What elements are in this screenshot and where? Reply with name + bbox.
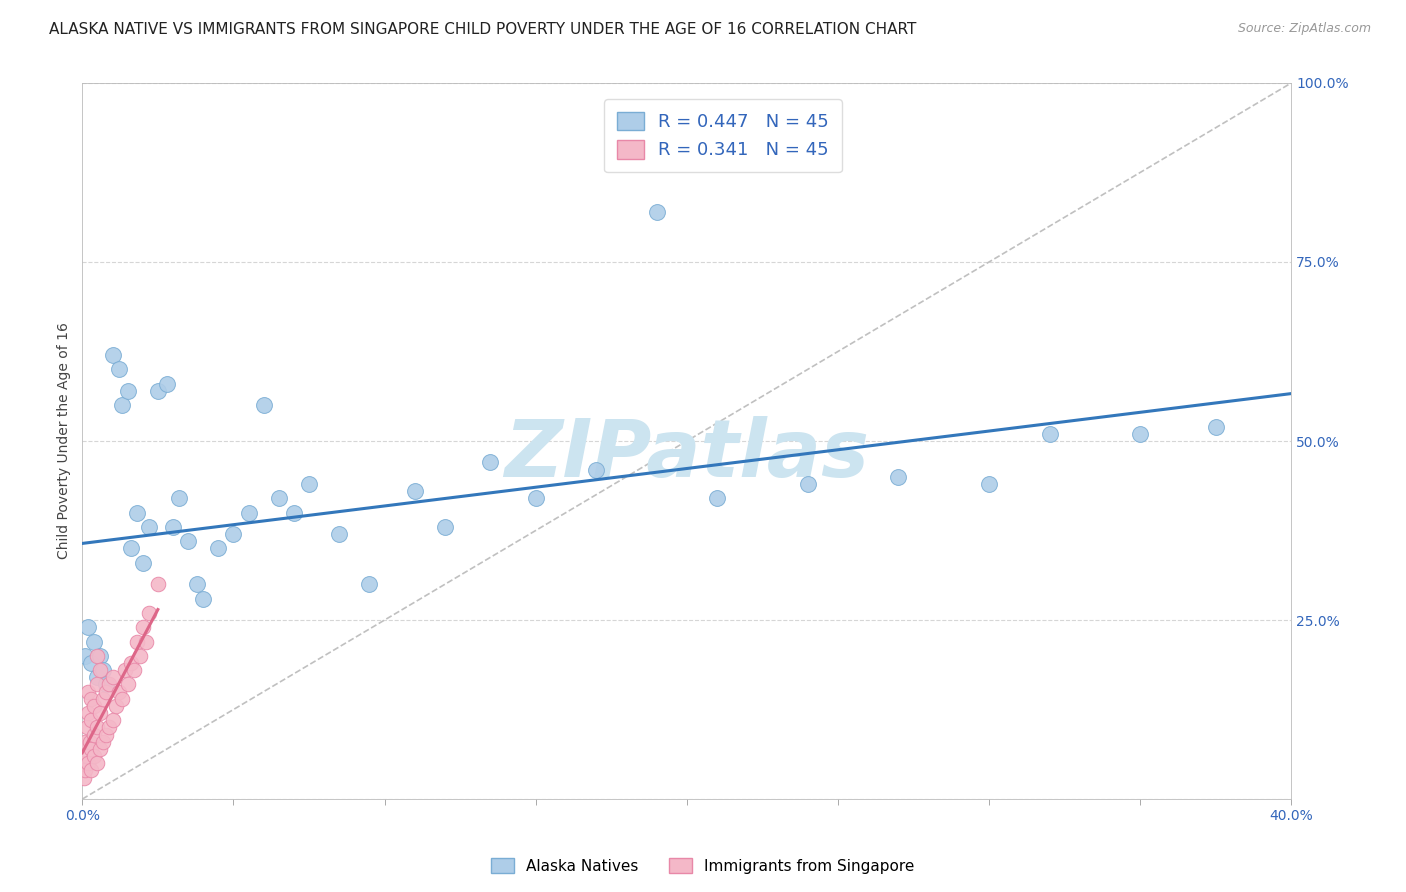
Point: [96, 677, 118, 691]
Text: ALASKA NATIVE VS IMMIGRANTS FROM SINGAPORE CHILD POVERTY UNDER THE AGE OF 16 COR: ALASKA NATIVE VS IMMIGRANTS FROM SINGAPO…: [49, 22, 917, 37]
Point: [125, 506, 148, 520]
Point: [89, 742, 111, 756]
Point: [267, 491, 290, 506]
Point: [86, 677, 108, 691]
Point: [114, 663, 136, 677]
Point: [80, 742, 103, 756]
Text: ZIPatlas: ZIPatlas: [505, 417, 869, 494]
Point: [86, 756, 108, 771]
Point: [89, 663, 111, 677]
Point: [298, 477, 321, 491]
Point: [146, 384, 169, 398]
Legend: R = 0.447   N = 45, R = 0.341   N = 45: R = 0.447 N = 45, R = 0.341 N = 45: [605, 99, 842, 172]
Point: [93, 663, 115, 677]
Point: [1038, 426, 1060, 441]
Point: [80, 656, 103, 670]
Point: [86, 648, 108, 663]
Y-axis label: Child Poverty Under the Age of 16: Child Poverty Under the Age of 16: [58, 323, 72, 559]
Point: [117, 677, 139, 691]
Point: [128, 648, 150, 663]
Point: [89, 706, 111, 720]
Point: [328, 527, 350, 541]
Point: [207, 541, 229, 556]
Point: [110, 691, 132, 706]
Point: [77, 706, 100, 720]
Point: [120, 541, 142, 556]
Point: [146, 577, 169, 591]
Point: [125, 634, 148, 648]
Point: [83, 634, 105, 648]
Point: [96, 684, 118, 698]
Point: [138, 606, 160, 620]
Point: [434, 520, 457, 534]
Legend: Alaska Natives, Immigrants from Singapore: Alaska Natives, Immigrants from Singapor…: [485, 852, 921, 880]
Point: [796, 477, 818, 491]
Point: [101, 348, 124, 362]
Point: [77, 684, 100, 698]
Point: [222, 527, 245, 541]
Point: [93, 691, 115, 706]
Point: [479, 455, 502, 469]
Point: [73, 771, 96, 785]
Point: [283, 506, 305, 520]
Point: [104, 698, 127, 713]
Point: [122, 663, 145, 677]
Point: [359, 577, 381, 591]
Point: [89, 648, 111, 663]
Point: [93, 735, 115, 749]
Point: [132, 620, 155, 634]
Point: [120, 656, 142, 670]
Point: [887, 470, 910, 484]
Point: [101, 713, 124, 727]
Point: [80, 764, 103, 778]
Point: [80, 713, 103, 727]
Point: [156, 376, 179, 391]
Point: [73, 756, 96, 771]
Point: [585, 463, 607, 477]
Point: [138, 520, 160, 534]
Point: [86, 670, 108, 684]
Point: [75, 648, 97, 663]
Point: [645, 204, 668, 219]
Point: [404, 484, 426, 499]
Point: [83, 698, 105, 713]
Point: [186, 577, 208, 591]
Point: [167, 491, 190, 506]
Point: [83, 728, 105, 742]
Point: [77, 620, 100, 634]
Point: [107, 362, 129, 376]
Point: [117, 384, 139, 398]
Point: [110, 398, 132, 412]
Point: [98, 721, 121, 735]
Point: [977, 477, 1000, 491]
Point: [238, 506, 260, 520]
Point: [86, 721, 108, 735]
Point: [77, 756, 100, 771]
Point: [79, 735, 101, 749]
Point: [135, 634, 157, 648]
Point: [193, 591, 215, 606]
Point: [253, 398, 276, 412]
Point: [96, 728, 118, 742]
Point: [177, 534, 200, 549]
Point: [98, 677, 121, 691]
Point: [80, 691, 103, 706]
Point: [76, 749, 98, 764]
Text: Source: ZipAtlas.com: Source: ZipAtlas.com: [1237, 22, 1371, 36]
Point: [107, 684, 129, 698]
Point: [75, 764, 97, 778]
Point: [706, 491, 728, 506]
Point: [101, 670, 124, 684]
Point: [162, 520, 184, 534]
Point: [132, 556, 155, 570]
Point: [75, 735, 97, 749]
Point: [524, 491, 547, 506]
Point: [76, 721, 98, 735]
Point: [1205, 419, 1227, 434]
Point: [83, 749, 105, 764]
Point: [1129, 426, 1152, 441]
